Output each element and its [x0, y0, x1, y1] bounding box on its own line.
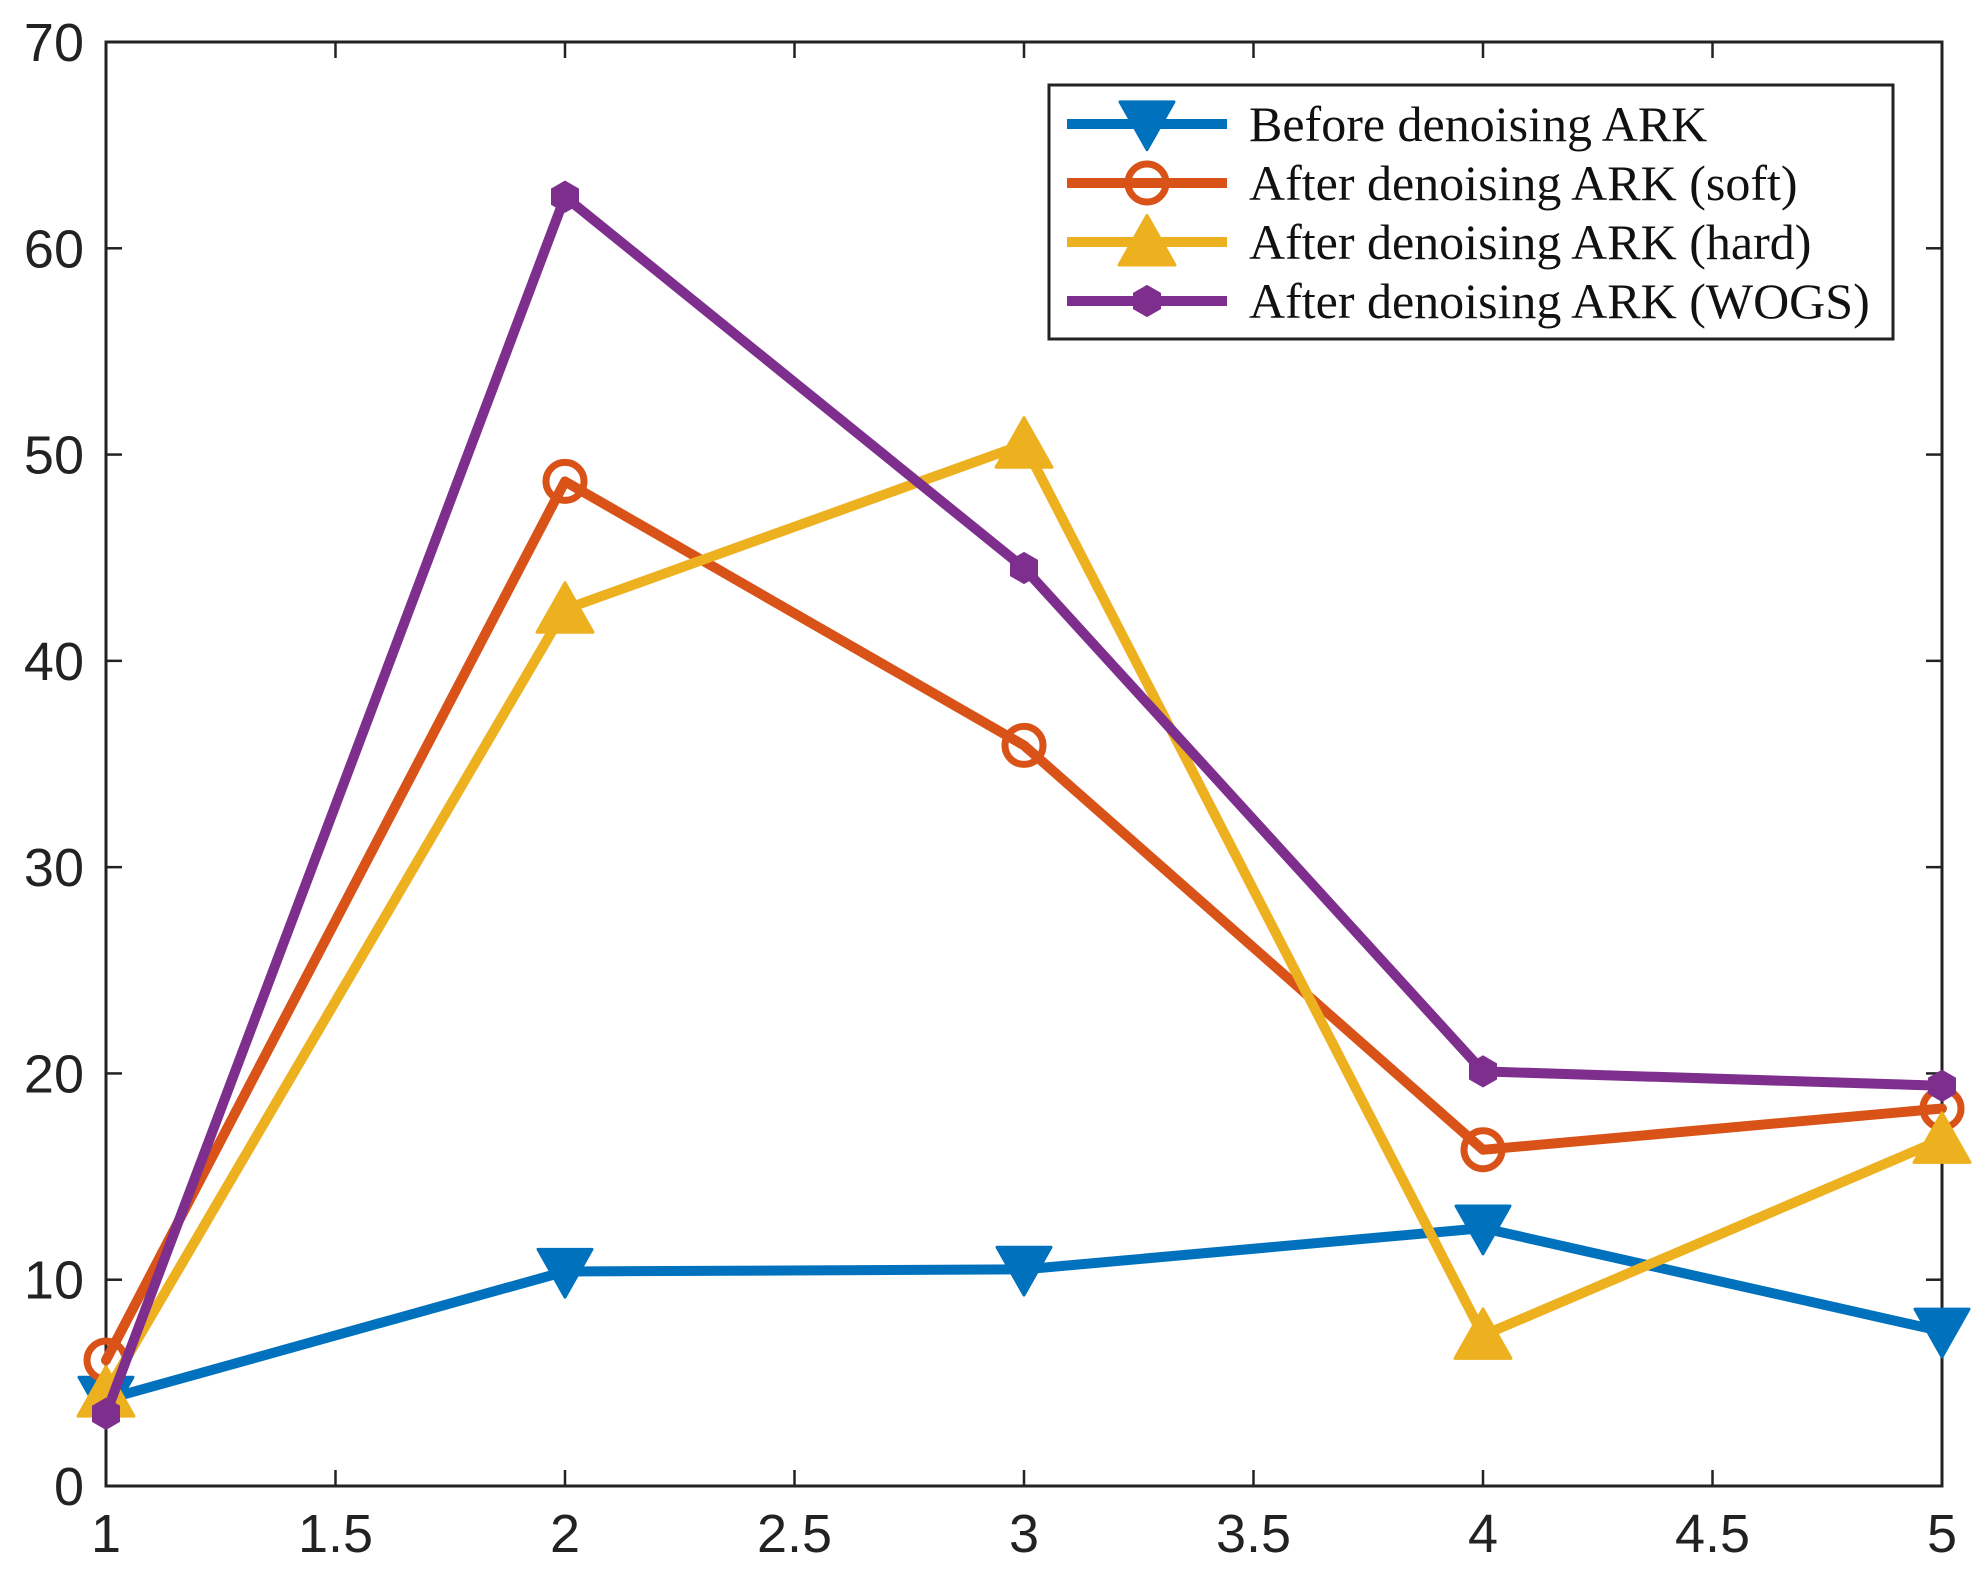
data-point [1913, 1307, 1971, 1359]
legend-marker [1118, 100, 1176, 152]
data-point [1010, 551, 1038, 585]
data-point [1912, 1111, 1972, 1164]
legend-marker [1124, 160, 1170, 206]
x-tick-label: 2.5 [757, 1504, 832, 1564]
data-point [1469, 1055, 1497, 1088]
data-point [535, 581, 595, 634]
legend-label: After denoising ARK (hard) [1249, 214, 1811, 270]
data-point [1928, 1069, 1956, 1102]
x-tick-label: 4 [1468, 1504, 1498, 1564]
y-tick-label: 60 [24, 219, 84, 279]
legend-entry: After denoising ARK (WOGS) [1067, 273, 1870, 329]
data-point [1454, 1204, 1512, 1256]
x-tick-label: 1.5 [298, 1504, 373, 1564]
y-tick-label: 0 [54, 1457, 84, 1517]
legend-entry: Before denoising ARK [1067, 96, 1707, 152]
series-layer [76, 180, 1972, 1430]
y-tick-label: 40 [24, 632, 84, 692]
data-point [542, 458, 588, 504]
data-point [92, 1397, 120, 1430]
x-tick-label: 1 [91, 1504, 121, 1564]
y-tick-label: 10 [24, 1251, 84, 1311]
series-4 [92, 180, 1956, 1430]
series-line [101, 476, 1947, 1366]
y-tick-label: 30 [24, 838, 84, 898]
x-tick-label: 5 [1927, 1504, 1957, 1564]
series-2 [83, 458, 1965, 1383]
legend-marker [1133, 284, 1161, 318]
x-tick-label: 2 [550, 1504, 580, 1564]
data-point [1460, 1127, 1506, 1173]
legend-label: Before denoising ARK [1249, 96, 1707, 152]
data-point [551, 180, 579, 213]
data-point [536, 1247, 594, 1299]
legend-label: After denoising ARK (soft) [1249, 155, 1798, 211]
y-tick-label: 50 [24, 426, 84, 486]
legend-entry: After denoising ARK (soft) [1067, 155, 1798, 211]
x-tick-label: 4.5 [1675, 1504, 1750, 1564]
legend-marker [1117, 213, 1177, 267]
data-point [1453, 1307, 1513, 1360]
x-tick-label: 3.5 [1216, 1504, 1291, 1564]
series-3 [76, 416, 1972, 1418]
data-point [994, 416, 1054, 469]
legend-label: After denoising ARK (WOGS) [1249, 273, 1870, 329]
y-tick-label: 70 [24, 13, 84, 73]
data-point [995, 1245, 1053, 1297]
legend-entry: After denoising ARK (hard) [1067, 213, 1811, 270]
x-tick-label: 3 [1009, 1504, 1039, 1564]
data-point [1001, 722, 1047, 768]
y-tick-label: 20 [24, 1044, 84, 1104]
